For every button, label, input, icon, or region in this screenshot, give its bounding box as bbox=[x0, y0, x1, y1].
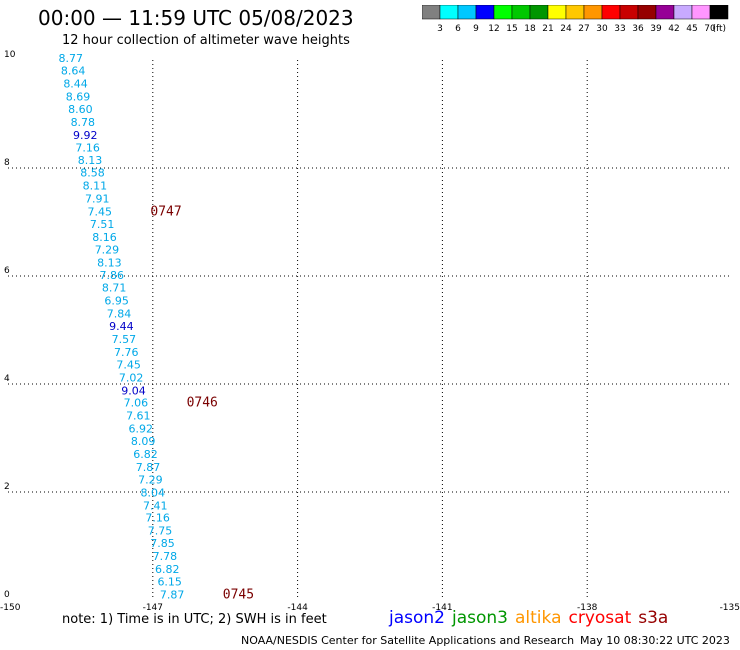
wave-height-point: 8.69 bbox=[66, 91, 91, 104]
chart-subtitle: 12 hour collection of altimeter wave hei… bbox=[62, 33, 350, 48]
credit-text: NOAA/NESDIS Center for Satellite Applica… bbox=[241, 634, 575, 647]
wave-height-point: 7.51 bbox=[90, 218, 115, 231]
colorbar-unit: (ft) bbox=[712, 24, 726, 34]
wave-height-point: 7.76 bbox=[114, 346, 139, 359]
legend-entry-jason2: jason2 bbox=[389, 608, 445, 628]
x-tick-label: -150 bbox=[0, 603, 21, 612]
colorbar-label: 3 bbox=[437, 24, 443, 34]
colorbar-label: 9 bbox=[473, 24, 479, 34]
y-tick-label: 4 bbox=[4, 374, 10, 384]
wave-height-point: 8.78 bbox=[71, 116, 96, 129]
time-label: 0746 bbox=[187, 396, 218, 411]
colorbar-label: 24 bbox=[560, 24, 572, 34]
wave-height-point: 7.87 bbox=[160, 588, 185, 601]
y-tick-label: 2 bbox=[4, 482, 10, 492]
colorbar-label: 36 bbox=[632, 24, 644, 34]
colorbar-swatch bbox=[709, 5, 729, 20]
colorbar-label: 18 bbox=[524, 24, 536, 34]
wave-height-point: 8.44 bbox=[63, 78, 88, 91]
wave-height-point: 6.92 bbox=[128, 423, 153, 436]
colorbar-label: 42 bbox=[668, 24, 679, 34]
wave-height-point: 8.60 bbox=[68, 103, 93, 116]
time-label: 0745 bbox=[223, 587, 254, 602]
wave-height-point: 6.82 bbox=[133, 448, 158, 461]
legend-entry-cryosat: cryosat bbox=[568, 608, 632, 628]
wave-height-point: 7.91 bbox=[85, 193, 110, 206]
wave-height-point: 8.11 bbox=[83, 180, 108, 193]
wave-height-point: 6.95 bbox=[104, 295, 129, 308]
wave-height-point: 7.78 bbox=[153, 550, 178, 563]
chart-title: 00:00 — 11:59 UTC 05/08/2023 bbox=[38, 6, 354, 30]
wave-height-point: 7.16 bbox=[145, 512, 170, 525]
wave-height-point: 7.16 bbox=[75, 141, 100, 154]
units-note: note: 1) Time is in UTC; 2) SWH is in fe… bbox=[62, 612, 327, 627]
x-tick-label: -138 bbox=[577, 603, 598, 612]
color-scale-bar: 3 6 9 12 15 18 21 24 27 30 33 36 39 42 45 70(ft) bbox=[422, 5, 729, 34]
satellite-legend: jason2 jason3 altika cryosat s3a bbox=[389, 608, 675, 628]
wave-height-point: 6.82 bbox=[155, 563, 180, 576]
wave-height-point: 7.86 bbox=[100, 269, 125, 282]
wave-height-point: 6.15 bbox=[157, 575, 182, 588]
wave-height-point: 8.71 bbox=[102, 282, 127, 295]
colorbar-label: 30 bbox=[596, 24, 608, 34]
wave-height-point: 7.45 bbox=[87, 206, 112, 219]
wave-height-point: 7.06 bbox=[124, 397, 149, 410]
x-tick-label: -135 bbox=[720, 603, 740, 612]
wave-height-point: 8.58 bbox=[80, 167, 105, 180]
generated-timestamp: May 10 08:30:22 UTC 2023 bbox=[580, 634, 730, 647]
wave-height-point: 9.44 bbox=[109, 320, 134, 333]
wave-height-point: 9.92 bbox=[73, 129, 98, 142]
y-tick-label: 10 bbox=[4, 50, 16, 60]
y-tick-label: 6 bbox=[4, 266, 10, 276]
x-tick-label: -147 bbox=[143, 603, 163, 612]
wave-height-point: 7.29 bbox=[138, 473, 163, 486]
wave-height-point: 8.13 bbox=[97, 256, 122, 269]
wave-height-point: 7.41 bbox=[143, 499, 168, 512]
wave-height-point: 7.02 bbox=[119, 371, 144, 384]
y-tick-label: 0 bbox=[4, 590, 10, 600]
x-tick-label: -144 bbox=[287, 603, 308, 612]
wave-height-point: 8.09 bbox=[131, 435, 156, 448]
wave-height-point: 7.85 bbox=[150, 537, 175, 550]
wave-height-point: 8.13 bbox=[78, 154, 103, 167]
x-tick-label: -141 bbox=[432, 603, 452, 612]
wave-height-point: 7.45 bbox=[116, 358, 141, 371]
wave-height-point: 8.64 bbox=[61, 65, 86, 78]
colorbar-label: 45 bbox=[686, 24, 697, 34]
wave-height-point: 7.84 bbox=[107, 308, 132, 321]
wave-height-point: 9.04 bbox=[121, 384, 146, 397]
legend-entry-s3a: s3a bbox=[638, 608, 669, 628]
wave-height-point: 7.75 bbox=[148, 525, 173, 538]
legend-entry-altika: altika bbox=[515, 608, 562, 628]
colorbar-label: 39 bbox=[650, 24, 662, 34]
wave-height-point: 7.87 bbox=[136, 461, 161, 474]
time-label: 0747 bbox=[150, 205, 181, 220]
colorbar-label: 70 bbox=[704, 24, 716, 34]
legend-entry-jason3: jason3 bbox=[452, 608, 508, 628]
wave-height-point: 8.16 bbox=[92, 231, 117, 244]
colorbar-label: 12 bbox=[488, 24, 499, 34]
wave-height-point: 8.77 bbox=[58, 52, 83, 65]
wave-height-point: 8.04 bbox=[141, 486, 166, 499]
colorbar-label: 27 bbox=[578, 24, 589, 34]
colorbar-label: 6 bbox=[455, 24, 461, 34]
wave-height-point: 7.61 bbox=[126, 410, 151, 423]
wave-height-point: 7.29 bbox=[95, 243, 120, 256]
y-tick-label: 8 bbox=[4, 158, 10, 168]
colorbar-label: 15 bbox=[506, 24, 517, 34]
colorbar-label: 33 bbox=[614, 24, 625, 34]
wave-height-point: 7.57 bbox=[112, 333, 137, 346]
colorbar-label: 21 bbox=[542, 24, 553, 34]
